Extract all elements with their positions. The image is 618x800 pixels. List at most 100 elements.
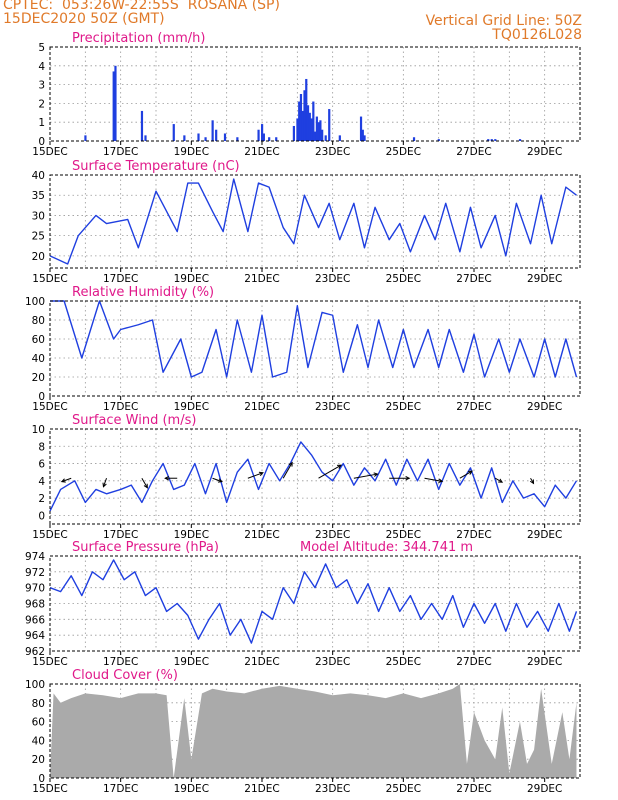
x-tick-label: 27DEC xyxy=(456,401,491,413)
humidity-title: Relative Humidity (%) xyxy=(72,285,214,300)
panel-frame xyxy=(49,300,581,397)
precip-bar xyxy=(292,125,295,141)
panel-frame xyxy=(49,428,581,525)
precip-bar xyxy=(112,71,115,141)
precip-bar xyxy=(268,137,271,141)
y-tick-label: 10 xyxy=(32,424,45,436)
y-tick-label: 20 xyxy=(32,372,45,384)
x-tick-label: 19DEC xyxy=(174,273,209,285)
y-tick-label: 80 xyxy=(32,698,45,710)
x-tick-label: 25DEC xyxy=(386,146,421,158)
x-tick-label: 21DEC xyxy=(244,529,279,541)
precip-bar xyxy=(324,135,327,141)
panel-frame xyxy=(49,174,581,269)
y-tick-label: 0 xyxy=(38,391,45,403)
model-altitude-label: Model Altitude: 344.741 m xyxy=(300,540,473,555)
x-tick-label: 23DEC xyxy=(315,401,350,413)
y-tick-label: 1 xyxy=(38,117,45,129)
x-tick-label: 15DEC xyxy=(32,273,67,285)
precip-bar xyxy=(183,135,186,141)
precip-bar xyxy=(144,135,147,141)
y-tick-label: 20 xyxy=(32,251,45,263)
wind-arrow xyxy=(212,477,223,483)
wind-arrow-head xyxy=(217,478,223,483)
y-tick-label: 970 xyxy=(25,583,45,595)
x-tick-label: 17DEC xyxy=(103,783,138,795)
x-tick-label: 23DEC xyxy=(315,656,350,668)
wind-arrow-head xyxy=(60,478,66,483)
precip-bar xyxy=(310,118,313,141)
y-tick-label: 972 xyxy=(25,567,45,579)
y-tick-label: 3 xyxy=(38,80,45,92)
x-tick-label: 21DEC xyxy=(244,783,279,795)
precip-bar xyxy=(275,137,278,141)
temperature-panel: 20 25 30 35 40 15DEC 17DEC 19DEC 21DEC 23DEC 25DEC… xyxy=(32,159,581,285)
wind-arrow-head xyxy=(438,478,444,484)
x-tick-label: 27DEC xyxy=(456,656,491,668)
x-tick-label: 15DEC xyxy=(32,656,67,668)
cloud-cover-title: Cloud Cover (%) xyxy=(72,668,178,683)
x-tick-label: 19DEC xyxy=(174,656,209,668)
wind-arrow-head xyxy=(498,478,504,483)
precip-bar xyxy=(140,110,144,141)
wind-arrow xyxy=(247,472,264,479)
precip-bar xyxy=(359,116,363,141)
x-tick-label: 25DEC xyxy=(386,656,421,668)
y-tick-label: 40 xyxy=(32,353,45,365)
x-tick-label: 19DEC xyxy=(174,783,209,795)
x-tick-label: 21DEC xyxy=(244,401,279,413)
pressure-title: Surface Pressure (hPa) xyxy=(72,540,219,555)
y-tick-label: 60 xyxy=(32,717,45,729)
y-tick-label: 100 xyxy=(25,679,45,691)
precip-bar xyxy=(262,133,265,141)
precip-bar xyxy=(328,109,331,141)
precip-bar xyxy=(299,94,303,141)
wind-arrow-head xyxy=(467,470,473,475)
x-tick-label: 29DEC xyxy=(527,656,562,668)
y-tick-label: 6 xyxy=(38,459,45,471)
y-tick-label: 40 xyxy=(32,735,45,747)
x-tick-label: 19DEC xyxy=(174,529,209,541)
x-tick-label: 17DEC xyxy=(103,529,138,541)
precip-bar xyxy=(412,137,416,141)
precip-bar xyxy=(518,139,522,141)
precip-bar xyxy=(338,135,341,141)
y-tick-label: 2 xyxy=(38,98,45,110)
header-model-code: TQ0126L028 xyxy=(492,27,582,43)
precip-bar xyxy=(296,118,299,141)
temperature-series-line xyxy=(49,178,577,265)
x-tick-label: 19DEC xyxy=(174,401,209,413)
x-tick-label: 21DEC xyxy=(244,273,279,285)
precipitation-panel: 0 1 2 3 4 5 15DEC 17DEC 19DEC 21DEC 23DEC 25DEC 27DE… xyxy=(32,31,581,158)
wind-panel: 0 2 4 6 8 10 15DEC 17DEC 19DEC 21DEC 23DEC 25DEC 27D… xyxy=(32,413,581,541)
y-tick-label: 0 xyxy=(38,773,45,785)
precip-bar xyxy=(319,120,322,141)
wind-arrow-head xyxy=(337,464,343,469)
x-tick-label: 25DEC xyxy=(386,529,421,541)
precip-bar xyxy=(261,124,264,141)
precip-bar xyxy=(305,78,308,141)
precip-bar xyxy=(257,129,260,141)
header-grid-line: Vertical Grid Line: 50Z xyxy=(425,13,582,29)
wind-arrow xyxy=(102,478,108,487)
cloud-cover-panel: 0 20 40 60 80 100 15DEC 17DEC 19DEC 21DEC 23DEC 25D… xyxy=(25,668,581,795)
y-tick-label: 4 xyxy=(38,61,45,73)
y-tick-label: 20 xyxy=(32,754,45,766)
wind-arrow xyxy=(61,477,72,483)
wind-arrow-head xyxy=(373,472,379,477)
precip-bar xyxy=(236,137,239,141)
x-tick-label: 29DEC xyxy=(527,529,562,541)
y-tick-label: 8 xyxy=(38,441,45,453)
precip-bar xyxy=(298,101,301,141)
y-tick-label: 966 xyxy=(25,614,45,626)
y-tick-label: 974 xyxy=(25,551,45,563)
wind-arrow-head xyxy=(164,475,169,481)
wind-arrow-head xyxy=(288,461,293,467)
x-tick-label: 23DEC xyxy=(315,146,350,158)
precipitation-title: Precipitation (mm/h) xyxy=(72,31,205,46)
y-tick-label: 0 xyxy=(38,136,45,148)
precip-bar xyxy=(197,133,200,141)
precip-bar xyxy=(204,137,207,141)
x-tick-label: 23DEC xyxy=(315,783,350,795)
